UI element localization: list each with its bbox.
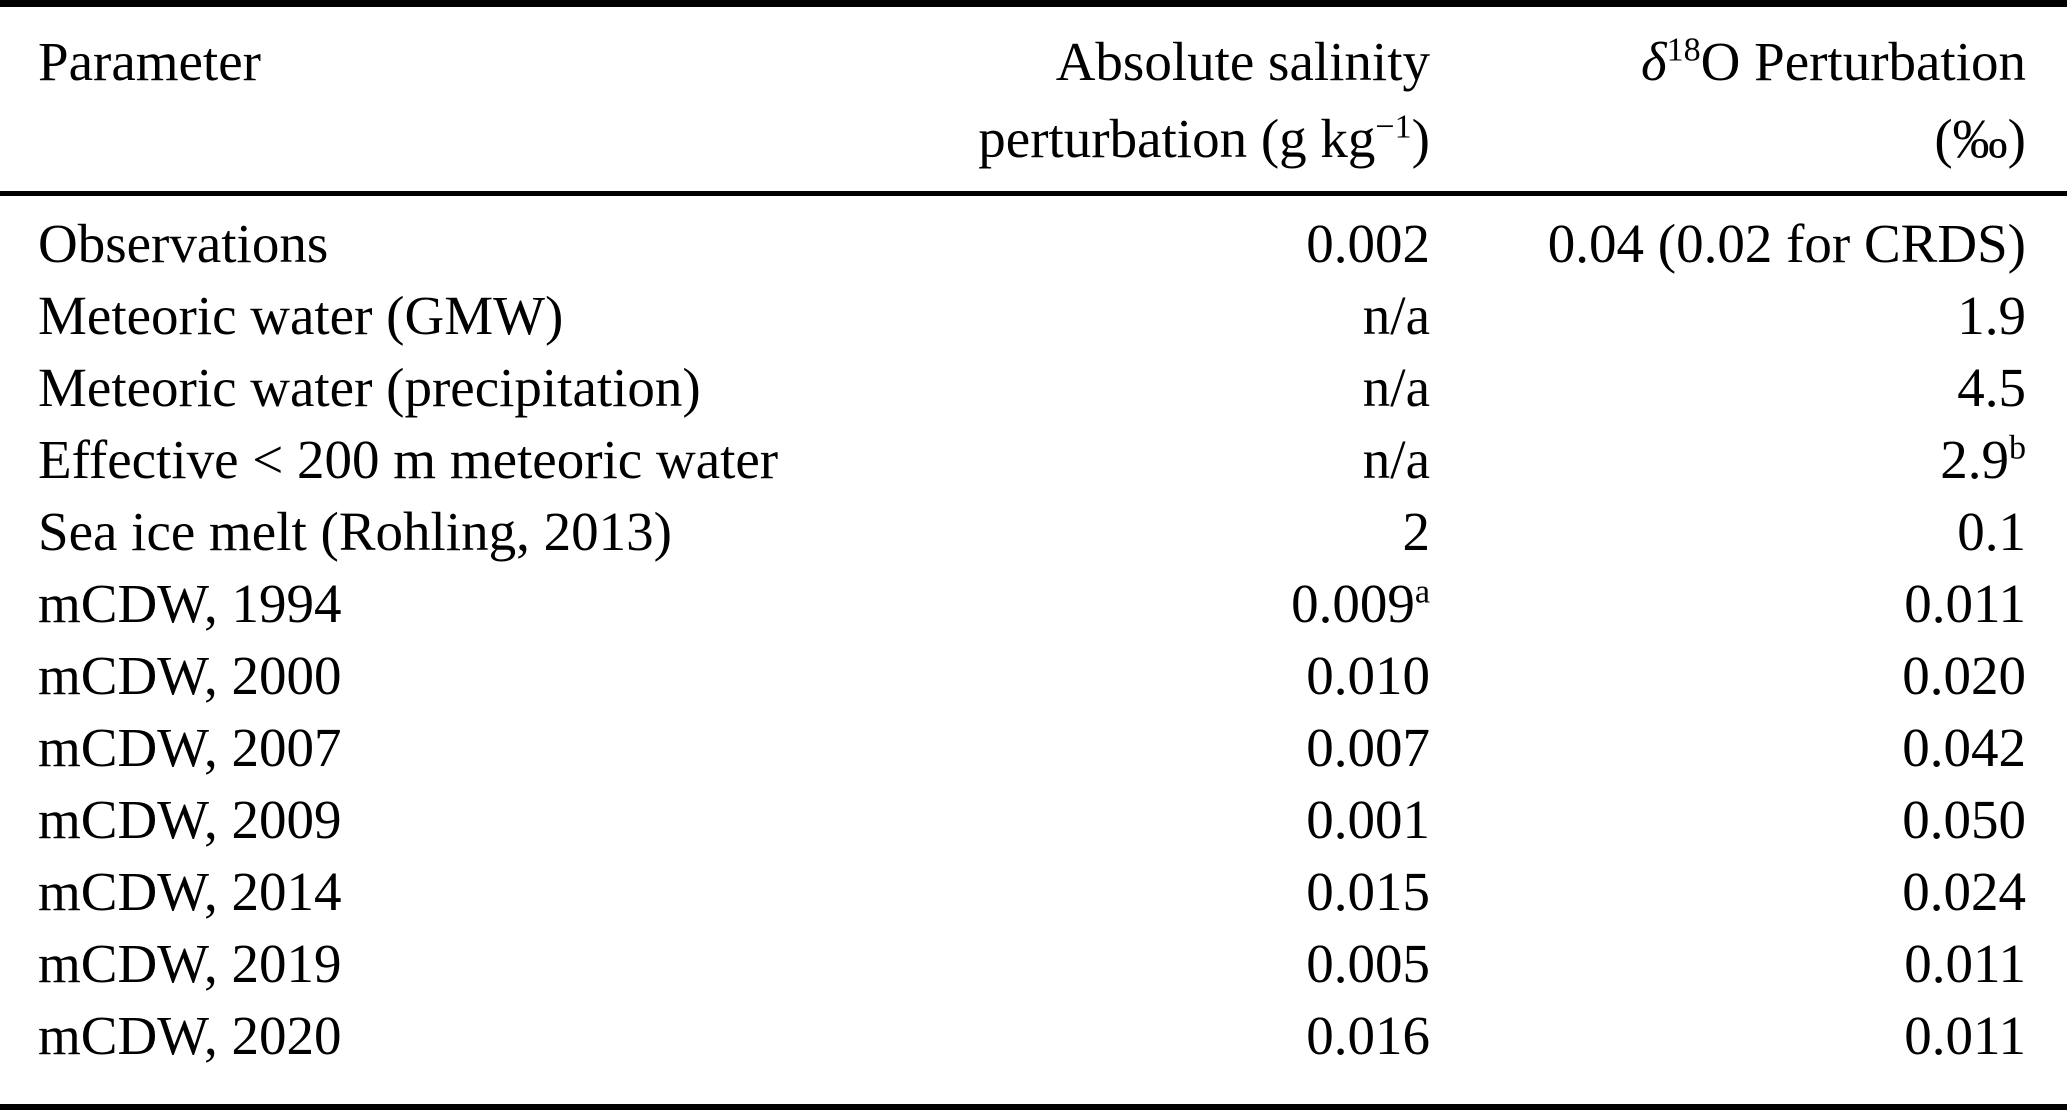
table-row: Meteoric water (precipitation) n/a 4.5 xyxy=(38,352,2026,424)
column-header-d18o-perturbation: δ18O Perturbation (‰) xyxy=(1640,31,2026,169)
table-row: Effective < 200 m meteoric water n/a 2.9b xyxy=(38,424,2026,496)
cell-salinity-perturbation: 0.016 xyxy=(1306,1005,1430,1066)
column-header-salinity-perturbation: Absolute salinity perturbation (g kg−1) xyxy=(978,31,1430,169)
cell-d18o-perturbation: 0.011 xyxy=(1904,573,2026,634)
cell-parameter: mCDW, 1994 xyxy=(38,573,342,634)
cell-salinity-perturbation: n/a xyxy=(1362,285,1430,346)
table-row: mCDW, 2019 0.005 0.011 xyxy=(38,928,2026,1000)
cell-d18o-perturbation: 4.5 xyxy=(1957,357,2026,418)
table-row: mCDW, 2020 0.016 0.011 xyxy=(38,1000,2026,1072)
cell-parameter: Observations xyxy=(38,213,329,274)
cell-d18o-perturbation: 1.9 xyxy=(1957,285,2026,346)
cell-parameter: mCDW, 2014 xyxy=(38,861,342,922)
cell-salinity-perturbation: 0.005 xyxy=(1306,933,1430,994)
cell-d18o-perturbation: 0.04 (0.02 for CRDS) xyxy=(1547,213,2026,274)
cell-salinity-perturbation: 2 xyxy=(1402,501,1431,562)
table-row: Meteoric water (GMW) n/a 1.9 xyxy=(38,280,2026,352)
cell-salinity-perturbation: 0.015 xyxy=(1306,861,1430,922)
cell-d18o-perturbation: 0.042 xyxy=(1902,717,2026,778)
cell-salinity-perturbation: 0.002 xyxy=(1306,213,1430,274)
cell-d18o-perturbation: 0.050 xyxy=(1902,789,2026,850)
table-row: mCDW, 2009 0.001 0.050 xyxy=(38,784,2026,856)
table-row: Sea ice melt (Rohling, 2013) 2 0.1 xyxy=(38,496,2026,568)
cell-salinity-perturbation: 0.009a xyxy=(1291,573,1430,634)
table-header-rule xyxy=(0,191,2067,196)
table-body: Observations 0.002 0.04 (0.02 for CRDS) Met… xyxy=(0,196,2067,1104)
cell-parameter: Effective < 200 m meteoric water xyxy=(38,429,779,490)
cell-salinity-perturbation: 0.010 xyxy=(1306,645,1430,706)
cell-salinity-perturbation: 0.001 xyxy=(1306,789,1430,850)
table-row: mCDW, 2000 0.010 0.020 xyxy=(38,640,2026,712)
table-row: mCDW, 1994 0.009a 0.011 xyxy=(38,568,2026,640)
cell-d18o-perturbation: 2.9b xyxy=(1940,429,2026,490)
cell-d18o-perturbation: 0.011 xyxy=(1904,933,2026,994)
column-header-parameter: Parameter xyxy=(38,31,261,92)
table-row: mCDW, 2007 0.007 0.042 xyxy=(38,712,2026,784)
cell-parameter: mCDW, 2007 xyxy=(38,717,342,778)
cell-d18o-perturbation: 0.024 xyxy=(1902,861,2026,922)
table-header-row: Parameter Absolute salinity perturbation… xyxy=(0,7,2067,191)
cell-parameter: mCDW, 2020 xyxy=(38,1005,342,1066)
cell-parameter: mCDW, 2009 xyxy=(38,789,342,850)
cell-d18o-perturbation: 0.011 xyxy=(1904,1005,2026,1066)
table-top-rule xyxy=(0,0,2067,7)
cell-salinity-perturbation: 0.007 xyxy=(1306,717,1430,778)
table-row: mCDW, 2014 0.015 0.024 xyxy=(38,856,2026,928)
cell-d18o-perturbation: 0.1 xyxy=(1957,501,2026,562)
table-bottom-rule xyxy=(0,1104,2067,1110)
cell-salinity-perturbation: n/a xyxy=(1362,429,1430,490)
cell-salinity-perturbation: n/a xyxy=(1362,357,1430,418)
table-row: Observations 0.002 0.04 (0.02 for CRDS) xyxy=(38,208,2026,280)
cell-d18o-perturbation: 0.020 xyxy=(1902,645,2026,706)
cell-parameter: Meteoric water (precipitation) xyxy=(38,357,701,418)
cell-parameter: mCDW, 2019 xyxy=(38,933,342,994)
cell-parameter: Sea ice melt (Rohling, 2013) xyxy=(38,501,672,562)
cell-parameter: mCDW, 2000 xyxy=(38,645,342,706)
cell-parameter: Meteoric water (GMW) xyxy=(38,285,564,346)
